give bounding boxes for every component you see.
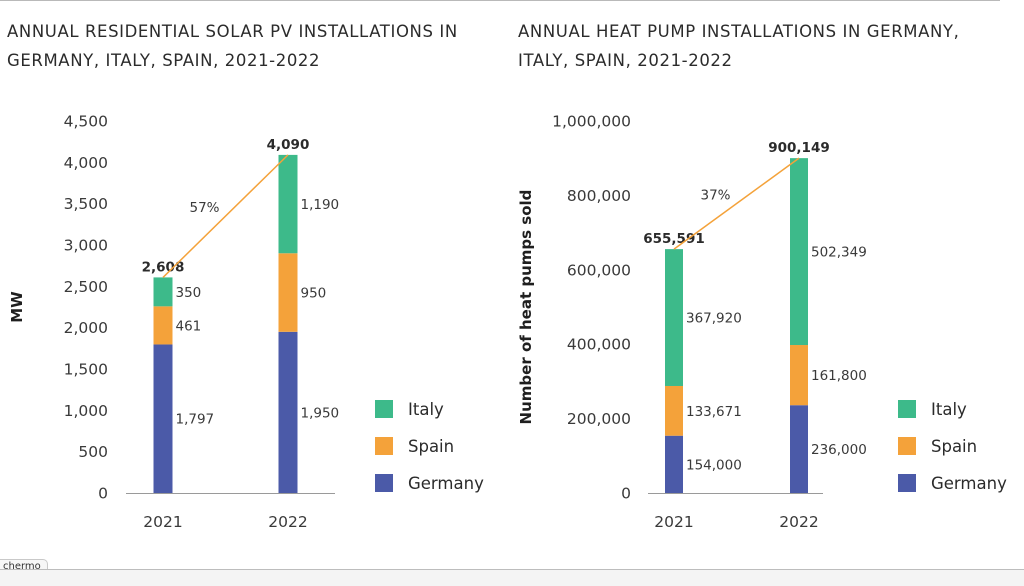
top-divider	[0, 0, 1000, 1]
bottom-bar	[0, 569, 1024, 586]
bar-segment-italy	[278, 154, 298, 254]
legend-label-germany: Germany	[408, 474, 484, 493]
solar-pv-chart: 0 500 1,000 1,500 2,000 2,500 3,000 3,500 4,000 4…	[8, 113, 484, 532]
growth-line	[673, 157, 800, 250]
data-label: 367,920	[686, 311, 742, 327]
bar-segment-germany	[665, 435, 683, 493]
y-tick-label: 3,000	[64, 237, 108, 255]
y-tick-label: 1,000,000	[552, 113, 631, 131]
bar-segment-italy	[665, 249, 683, 386]
bar-segment-italy	[790, 158, 808, 346]
heat-pump-chart: 0 200,000 400,000 600,000 800,000 1,000,000 Nu…	[517, 113, 1007, 532]
data-label: 1,797	[176, 412, 215, 428]
y-tick-label: 1,500	[64, 361, 108, 379]
bar-segment-germany	[278, 331, 298, 493]
y-tick-label: 1,000	[64, 402, 108, 420]
bar-segment-germany	[790, 405, 808, 493]
data-label: 161,800	[811, 368, 867, 384]
bar-segment-spain	[665, 385, 683, 436]
data-label: 1,950	[301, 405, 340, 421]
data-label: 950	[301, 286, 327, 302]
data-label: 236,000	[811, 442, 867, 458]
y-axis-label: Number of heat pumps sold	[517, 190, 535, 425]
legend-label-germany: Germany	[931, 474, 1007, 493]
legend-label-spain: Spain	[408, 437, 454, 456]
y-axis-label: MW	[8, 291, 26, 323]
legend-label-spain: Spain	[931, 437, 977, 456]
legend-swatch-italy	[375, 400, 393, 418]
total-label: 655,591	[643, 231, 705, 247]
legend-swatch-spain	[898, 437, 916, 455]
total-label: 4,090	[267, 137, 310, 153]
growth-line	[162, 154, 289, 278]
y-tick-label: 800,000	[567, 187, 631, 205]
y-tick-label: 0	[621, 485, 631, 503]
growth-label: 57%	[189, 200, 219, 216]
legend-swatch-spain	[375, 437, 393, 455]
y-tick-label: 4,000	[64, 154, 108, 172]
bar-segment-germany	[153, 344, 173, 493]
y-tick-label: 600,000	[567, 261, 631, 279]
bar-segment-spain	[790, 345, 808, 406]
data-label: 350	[176, 285, 202, 301]
y-tick-label: 500	[78, 443, 108, 461]
legend-swatch-italy	[898, 400, 916, 418]
y-tick-label: 4,500	[64, 113, 108, 131]
legend-label-italy: Italy	[408, 400, 444, 419]
chart-title-solar: ANNUAL RESIDENTIAL SOLAR PV INSTALLATION…	[7, 22, 458, 70]
legend-label-italy: Italy	[931, 400, 967, 419]
bar-segment-italy	[153, 277, 173, 307]
data-label: 154,000	[686, 457, 742, 473]
x-tick-label: 2022	[268, 513, 307, 531]
data-label: 1,190	[301, 197, 340, 213]
y-tick-label: 0	[98, 485, 108, 503]
data-label: 502,349	[811, 245, 867, 261]
bar-segment-spain	[278, 253, 298, 332]
data-label: 133,671	[686, 404, 742, 420]
legend-swatch-germany	[375, 474, 393, 492]
bar-segment-spain	[153, 306, 173, 345]
x-tick-label: 2021	[143, 513, 182, 531]
data-label: 461	[176, 318, 202, 334]
y-tick-label: 2,000	[64, 319, 108, 337]
y-tick-label: 3,500	[64, 195, 108, 213]
y-tick-label: 200,000	[567, 410, 631, 428]
total-label: 2,608	[142, 259, 185, 275]
total-label: 900,149	[768, 140, 830, 156]
growth-label: 37%	[700, 188, 730, 204]
x-tick-label: 2022	[779, 513, 818, 531]
y-tick-label: 2,500	[64, 278, 108, 296]
y-tick-label: 400,000	[567, 336, 631, 354]
legend-swatch-germany	[898, 474, 916, 492]
x-tick-label: 2021	[654, 513, 693, 531]
chart-title-heat-pump: ANNUAL HEAT PUMP INSTALLATIONS IN GERMAN…	[518, 22, 960, 70]
